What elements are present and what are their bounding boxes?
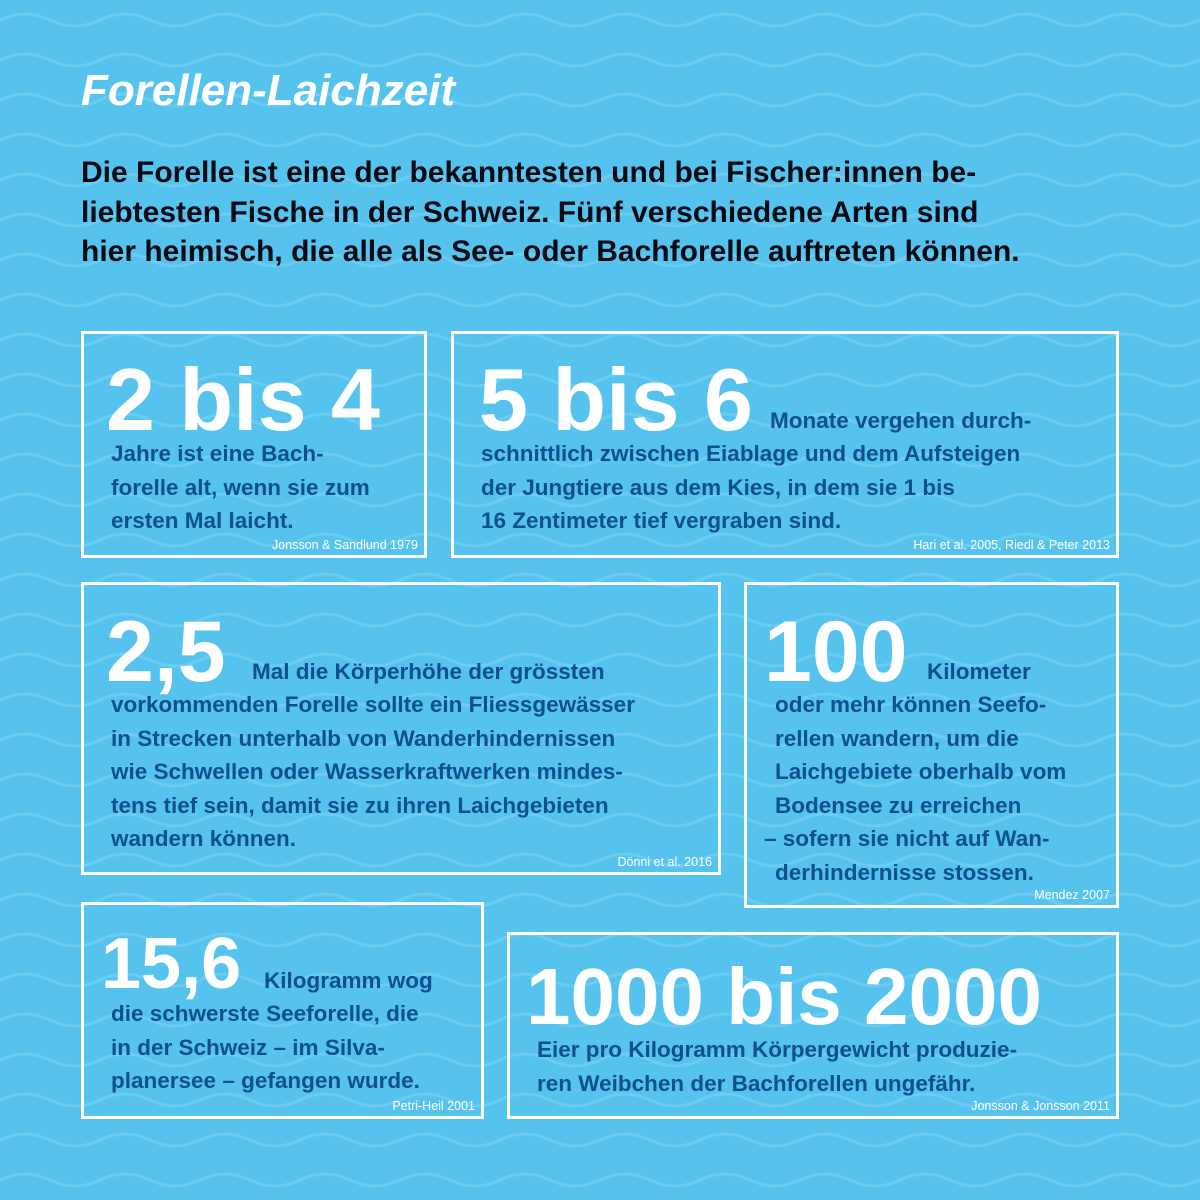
fact-number: 100 <box>764 604 908 700</box>
page-title: Forellen-Laichzeit <box>81 66 456 115</box>
fact-lead: Monate vergehen durch- <box>770 408 1032 433</box>
fact-number: 1000 bis 2000 <box>526 952 1042 1041</box>
fact-line: Eier pro Kilogramm Körpergewicht produzi… <box>537 1037 1018 1062</box>
fact-lead: Kilogramm wog <box>264 968 433 993</box>
fact-line: schnittlich zwischen Eiablage und dem Au… <box>481 441 1021 466</box>
fact-box-body-height: 2,5 Mal die Körperhöhe der grössten vork… <box>81 582 721 875</box>
fact-line: rellen wandern, um die <box>775 725 1019 751</box>
fact-box-weight: 15,6 Kilogramm wog die schwerste Seefore… <box>81 902 484 1119</box>
intro-text: Die Forelle ist eine der bekanntesten un… <box>81 153 1020 272</box>
fact-text: die schwerste Seeforelle, die in der Sch… <box>111 997 420 1098</box>
fact-line: in Strecken unterhalb von Wanderhinderni… <box>111 725 616 751</box>
fact-line: vorkommenden Forelle sollte ein Fliessge… <box>111 692 635 717</box>
fact-line: der Jungtiere aus dem Kies, in dem sie 1… <box>481 474 955 500</box>
fact-lead: Kilometer <box>927 659 1031 684</box>
fact-line: wandern können. <box>111 826 297 851</box>
fact-text: vorkommenden Forelle sollte ein Fliessge… <box>111 688 635 856</box>
fact-line: planersee – gefangen wurde. <box>111 1068 420 1093</box>
fact-number: 2,5 <box>106 604 226 700</box>
fact-box-months: 5 bis 6 Monate vergehen durch- schnittli… <box>451 331 1119 558</box>
fact-line: wie Schwellen oder Wasserkraftwerken min… <box>111 759 623 784</box>
fact-line: ersten Mal laicht. <box>111 508 294 533</box>
fact-text: schnittlich zwischen Eiablage und dem Au… <box>481 437 1020 538</box>
fact-line: 16 Zentimeter tief vergraben sind. <box>481 508 842 533</box>
fact-line: in der Schweiz – im Silva- <box>111 1034 385 1060</box>
fact-line: – sofern sie nicht auf Wan- <box>764 826 1050 851</box>
fact-lead: Mal die Körperhöhe der grössten <box>252 659 605 684</box>
fact-box-age: 2 bis 4 Jahre ist eine Bach- forelle alt… <box>81 331 427 558</box>
fact-text: Jahre ist eine Bach- forelle alt, wenn s… <box>111 437 370 538</box>
fact-source: Hari et al. 2005, Riedl & Peter 2013 <box>913 538 1110 552</box>
fact-box-distance: 100 Kilometer oder mehr können Seefo- re… <box>744 582 1119 908</box>
fact-text: oder mehr können Seefo- rellen wandern, … <box>764 688 1066 889</box>
fact-line: oder mehr können Seefo- <box>775 692 1047 717</box>
fact-source: Jonsson & Sandlund 1979 <box>272 538 418 552</box>
fact-box-eggs: 1000 bis 2000 Eier pro Kilogramm Körperg… <box>507 932 1119 1119</box>
fact-source: Dönni et al. 2016 <box>617 855 712 869</box>
fact-line: ren Weibchen der Bachforellen ungefähr. <box>537 1070 976 1096</box>
fact-number: 15,6 <box>101 924 242 1004</box>
fact-source: Jonsson & Jonsson 2011 <box>971 1099 1110 1113</box>
fact-number: 5 bis 6 <box>479 350 753 449</box>
fact-text: Eier pro Kilogramm Körpergewicht produzi… <box>537 1033 1017 1100</box>
fact-line: derhindernisse stossen. <box>775 859 1034 885</box>
fact-source: Mendez 2007 <box>1034 888 1110 902</box>
fact-line: forelle alt, wenn sie zum <box>111 474 370 500</box>
intro-line: hier heimisch, die alle als See- oder Ba… <box>81 235 1020 268</box>
fact-line: die schwerste Seeforelle, die <box>111 1001 419 1026</box>
intro-line: Die Forelle ist eine der bekanntesten un… <box>81 156 977 189</box>
fact-source: Petri-Heil 2001 <box>392 1099 475 1113</box>
fact-line: tens tief sein, damit sie zu ihren Laich… <box>111 792 609 818</box>
fact-line: Laichgebiete oberhalb vom <box>775 759 1067 784</box>
fact-line: Bodensee zu erreichen <box>775 792 1022 818</box>
fact-number: 2 bis 4 <box>106 350 380 449</box>
intro-line: liebtesten Fische in der Schweiz. Fünf v… <box>81 195 979 229</box>
fact-line: Jahre ist eine Bach- <box>111 441 324 466</box>
